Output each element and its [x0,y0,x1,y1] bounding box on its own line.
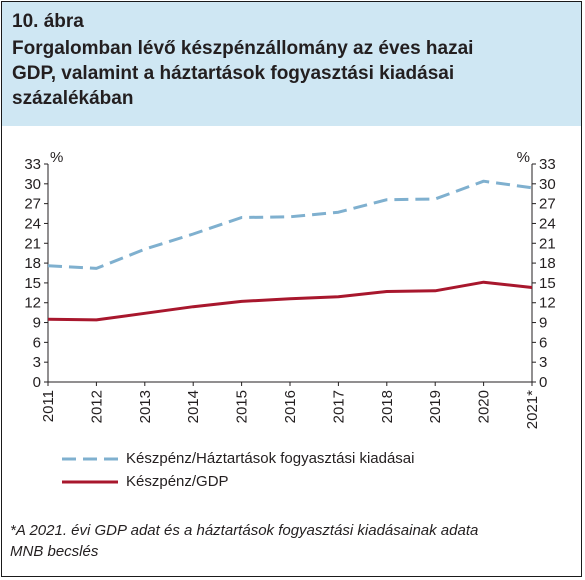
legend-item-household: Készpénz/Háztartások fogyasztási kiadása… [62,450,414,467]
y-tick-label-right: 18 [539,255,556,272]
y-tick-label-left: 18 [24,255,41,272]
y-tick-label-right: 21 [539,235,556,252]
footnote: *A 2021. évi GDP adat és a háztartások f… [10,520,575,562]
legend-label-household: Készpénz/Háztartások fogyasztási kiadása… [126,450,415,467]
x-tick-label: 2020 [476,390,493,423]
y-tick-label-right: 27 [539,196,556,213]
y-tick-label-right: 9 [539,315,547,332]
y-tick-label-right: 33 [539,156,556,173]
y-tick-label-right: 30 [539,176,556,193]
x-tick-label: 2016 [282,390,299,423]
series-line-gdp [47,280,533,322]
legend-swatch-gdp [62,480,118,483]
legend-swatch-household [62,457,118,460]
legend-label-gdp: Készpénz/GDP [126,473,229,490]
footnote-line-2: MNB becslés [10,543,99,560]
x-tick-label: 2021* [524,390,541,429]
x-tick-label: 2018 [379,390,396,423]
series-line-household [47,179,533,270]
x-tick-label: 2013 [137,390,154,423]
y-tick-label-left: 27 [24,196,41,213]
x-tick-label: 2014 [185,390,202,423]
y-tick-label-left: 24 [24,215,41,232]
y-tick-label-left: 6 [33,334,41,351]
y-tick-label-left: 21 [24,235,41,252]
y-tick-label-left: 0 [33,374,41,391]
y-tick-label-right: 24 [539,215,556,232]
footnote-line-1: *A 2021. évi GDP adat és a háztartások f… [10,522,479,539]
y-tick-label-left: 12 [24,295,41,312]
x-tick-label: 2011 [40,390,57,422]
y-tick-label-right: 15 [539,275,556,292]
y-tick-label-left: 3 [33,354,41,371]
y-tick-label-left: 9 [33,315,41,332]
y-unit-left: % [50,149,63,166]
title-line-1: Forgalomban lévő készpénzállomány az éve… [12,38,474,59]
x-tick-label: 2012 [88,390,105,423]
y-tick-label-right: 0 [539,374,547,391]
x-tick-label: 2017 [330,390,347,423]
figure-header: 10. ábra Forgalomban lévő készpénzállomá… [2,2,581,126]
y-tick-label-left: 30 [24,176,41,193]
y-tick-label-right: 6 [539,334,547,351]
figure-label: 10. ábra [12,11,84,32]
y-tick-label-right: 3 [539,354,547,371]
y-tick-label-left: 33 [24,156,41,173]
y-tick-label-right: 12 [539,295,556,312]
y-tick-label-left: 15 [24,275,41,292]
x-tick-label: 2019 [427,390,444,423]
legend-item-gdp: Készpénz/GDP [62,473,229,490]
title-line-3: százalékában [12,88,134,109]
y-unit-right: % [517,149,530,166]
title-line-2: GDP, valamint a háztartások fogyasztási … [12,63,455,84]
x-tick-label: 2015 [234,390,251,423]
